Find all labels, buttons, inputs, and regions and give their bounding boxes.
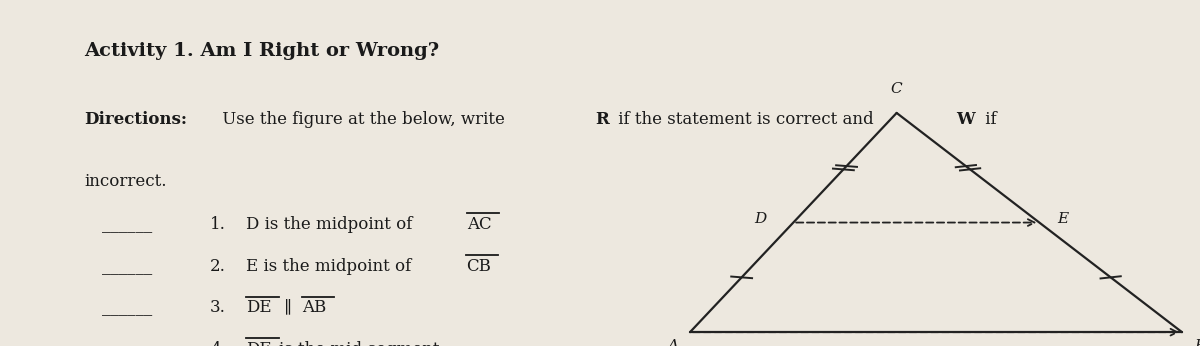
Text: ______: ______ <box>102 341 152 346</box>
Text: ______: ______ <box>102 258 152 275</box>
Text: 1.: 1. <box>210 216 226 233</box>
Text: 2.: 2. <box>210 258 226 275</box>
Text: 4.: 4. <box>210 341 226 346</box>
Text: W: W <box>956 111 974 128</box>
Text: D: D <box>755 212 767 226</box>
Text: R: R <box>595 111 608 128</box>
Text: AC: AC <box>468 216 492 233</box>
Text: E: E <box>1057 212 1068 226</box>
Text: CB: CB <box>466 258 491 275</box>
Text: is the mid-segment: is the mid-segment <box>280 341 439 346</box>
Text: DE: DE <box>246 341 271 346</box>
Text: C: C <box>890 82 902 95</box>
Text: ______: ______ <box>102 216 152 233</box>
Text: if the statement is correct and: if the statement is correct and <box>613 111 878 128</box>
Text: AB: AB <box>302 299 326 316</box>
Text: Directions:: Directions: <box>84 111 187 128</box>
Text: incorrect.: incorrect. <box>84 173 167 190</box>
Text: B: B <box>1194 339 1200 346</box>
Text: ∥: ∥ <box>280 299 298 316</box>
Text: if: if <box>980 111 997 128</box>
Text: Use the figure at the below, write: Use the figure at the below, write <box>217 111 510 128</box>
Text: A: A <box>667 339 678 346</box>
Text: 3.: 3. <box>210 299 226 316</box>
Text: D is the midpoint of: D is the midpoint of <box>246 216 418 233</box>
Text: E is the midpoint of: E is the midpoint of <box>246 258 416 275</box>
Text: DE: DE <box>246 299 271 316</box>
Text: Activity 1. Am I Right or Wrong?: Activity 1. Am I Right or Wrong? <box>84 42 439 60</box>
Text: ______: ______ <box>102 299 152 316</box>
